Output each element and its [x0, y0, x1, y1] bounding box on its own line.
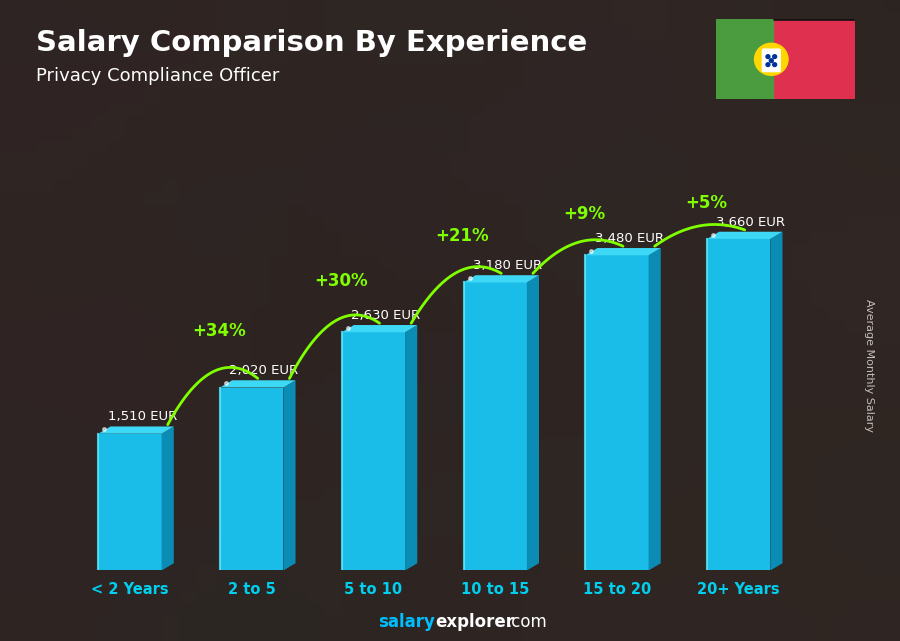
Polygon shape [342, 325, 418, 332]
Polygon shape [707, 232, 782, 239]
Text: 3,180 EUR: 3,180 EUR [472, 259, 542, 272]
Text: Average Monthly Salary: Average Monthly Salary [863, 299, 874, 432]
Text: 3,660 EUR: 3,660 EUR [716, 215, 786, 229]
Polygon shape [405, 325, 418, 570]
Polygon shape [162, 426, 174, 570]
Bar [342, 332, 405, 570]
Text: .com: .com [506, 613, 546, 631]
Circle shape [766, 63, 770, 67]
Text: +5%: +5% [685, 194, 727, 212]
Polygon shape [585, 248, 661, 255]
FancyBboxPatch shape [714, 18, 857, 101]
FancyBboxPatch shape [716, 19, 773, 99]
Text: Salary Comparison By Experience: Salary Comparison By Experience [36, 29, 587, 57]
Text: +30%: +30% [314, 272, 367, 290]
Text: +9%: +9% [563, 205, 605, 223]
Circle shape [770, 59, 773, 63]
Text: 1,510 EUR: 1,510 EUR [107, 410, 176, 423]
Bar [771, 21, 853, 98]
Circle shape [773, 54, 777, 58]
Polygon shape [98, 426, 174, 434]
Bar [717, 21, 773, 98]
Text: Privacy Compliance Officer: Privacy Compliance Officer [36, 67, 279, 85]
Text: salary: salary [378, 613, 435, 631]
Circle shape [773, 63, 777, 67]
FancyBboxPatch shape [762, 49, 780, 72]
Text: 3,480 EUR: 3,480 EUR [595, 232, 663, 245]
Polygon shape [649, 248, 661, 570]
Bar [707, 239, 770, 570]
Polygon shape [464, 275, 539, 283]
Text: 2,020 EUR: 2,020 EUR [230, 364, 299, 377]
Text: explorer: explorer [436, 613, 515, 631]
Bar [98, 434, 162, 570]
Polygon shape [284, 380, 295, 570]
Bar [585, 255, 649, 570]
Circle shape [754, 44, 788, 75]
Text: 2,630 EUR: 2,630 EUR [351, 309, 420, 322]
Bar [464, 283, 526, 570]
Bar [220, 388, 284, 570]
Text: +21%: +21% [436, 228, 489, 246]
Polygon shape [220, 380, 295, 388]
Text: +34%: +34% [192, 322, 246, 340]
Polygon shape [770, 232, 782, 570]
Circle shape [766, 54, 770, 58]
Polygon shape [526, 275, 539, 570]
